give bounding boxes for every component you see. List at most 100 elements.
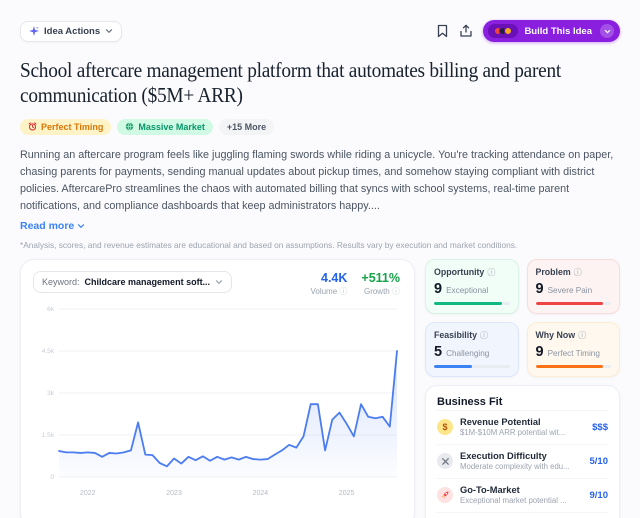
score-bar-fill <box>434 301 502 305</box>
build-options-caret[interactable] <box>600 24 614 38</box>
bf-row-value: 9/10 <box>589 489 609 501</box>
tag-label: +15 More <box>226 121 267 132</box>
toolbar-actions: Build This Idea <box>436 20 620 42</box>
tools-icon <box>437 453 453 470</box>
money-bag-icon: $ <box>437 419 453 436</box>
score-bar-track <box>434 301 510 305</box>
score-number: 9 <box>434 280 443 297</box>
score-card-grid: Opportunity ⓘ 9 Exceptional Problem ⓘ 9 Se… <box>425 258 620 377</box>
tag-label: Perfect Timing <box>41 121 104 132</box>
bf-row-value: 5/10 <box>589 455 609 467</box>
chevron-down-icon <box>106 29 113 34</box>
business-fit-row-gtm[interactable]: Go-To-Market Exceptional market potentia… <box>437 477 609 512</box>
business-fit-row-execution[interactable]: Execution Difficulty Moderate complexity… <box>437 443 609 478</box>
read-more-link[interactable]: Read more <box>20 220 85 232</box>
score-bar-track <box>535 301 611 305</box>
bf-row-title: Execution Difficulty <box>460 451 547 462</box>
keyword-label: Keyword: <box>42 276 80 287</box>
chevron-down-icon <box>604 29 610 33</box>
volume-label: Volume ⓘ <box>310 286 348 296</box>
tag-label: Massive Market <box>138 121 205 132</box>
score-label: Problem <box>535 267 571 278</box>
growth-label: Growth ⓘ <box>363 286 400 296</box>
read-more-label: Read more <box>20 219 75 232</box>
tag-more[interactable]: +15 More <box>218 118 275 135</box>
svg-text:1.5k: 1.5k <box>42 432 55 439</box>
business-fit-card: Business Fit $ Revenue Potential $1M-$10… <box>425 384 620 518</box>
score-number: 5 <box>434 343 443 360</box>
svg-text:2023: 2023 <box>166 490 182 497</box>
score-card-feasibility[interactable]: Feasibility ⓘ 5 Challenging <box>425 321 519 377</box>
svg-text:3k: 3k <box>47 390 55 397</box>
share-button[interactable] <box>459 24 473 38</box>
business-fit-row-revenue[interactable]: $ Revenue Potential $1M-$10M ARR potenti… <box>437 409 608 444</box>
bookmark-button[interactable] <box>436 24 449 38</box>
chevron-down-icon <box>78 224 85 229</box>
alarm-clock-icon <box>28 122 37 131</box>
score-label: Opportunity <box>434 267 485 278</box>
chevron-down-icon <box>215 280 223 285</box>
svg-text:2022: 2022 <box>80 490 96 497</box>
sparkle-icon <box>29 26 39 36</box>
bf-row-subtitle: Moderate complexity with edu... <box>460 462 570 472</box>
info-icon[interactable]: ⓘ <box>480 330 489 340</box>
score-descriptor: Challenging <box>446 348 490 358</box>
share-icon <box>460 24 473 37</box>
score-label: Why Now <box>535 330 576 341</box>
score-bar-track <box>434 364 510 368</box>
score-card-problem[interactable]: Problem ⓘ 9 Severe Pain <box>526 258 620 314</box>
top-toolbar: Idea Actions <box>20 20 620 42</box>
svg-text:2024: 2024 <box>253 490 269 497</box>
trend-chart-card: Keyword: Childcare management soft... 4.… <box>20 258 415 518</box>
keyword-select[interactable]: Keyword: Childcare management soft... <box>33 270 233 293</box>
score-number: 9 <box>535 280 544 297</box>
globe-icon <box>126 122 134 131</box>
bf-row-title: Revenue Potential <box>460 417 541 428</box>
keyword-value: Childcare management soft... <box>84 276 211 287</box>
info-icon[interactable]: ⓘ <box>578 330 587 340</box>
bf-row-value: $$$ <box>592 421 608 433</box>
score-bar-fill <box>535 301 604 305</box>
build-this-idea-button[interactable]: Build This Idea <box>483 20 620 42</box>
score-descriptor: Exceptional <box>446 285 489 295</box>
info-icon[interactable]: ⓘ <box>487 267 496 277</box>
builder-logo-dot <box>504 27 513 35</box>
idea-actions-button[interactable]: Idea Actions <box>20 20 123 42</box>
info-icon[interactable]: ⓘ <box>339 286 348 296</box>
tag-perfect-timing[interactable]: Perfect Timing <box>20 118 112 135</box>
score-descriptor: Perfect Timing <box>547 348 600 358</box>
tag-list: Perfect Timing Massive Market +15 More <box>20 118 620 135</box>
score-bar-fill <box>434 364 472 368</box>
bf-row-subtitle: $1M-$10M ARR potential wit... <box>460 428 566 438</box>
score-bar-fill <box>535 364 604 368</box>
svg-text:0: 0 <box>50 474 54 481</box>
svg-text:2025: 2025 <box>339 490 355 497</box>
volume-value: 4.4K <box>321 270 348 285</box>
page-title: School aftercare management platform tha… <box>20 58 561 108</box>
svg-text:6k: 6k <box>47 306 55 313</box>
tag-massive-market[interactable]: Massive Market <box>117 118 213 135</box>
rocket-icon <box>437 487 453 504</box>
info-icon[interactable]: ⓘ <box>392 286 400 296</box>
growth-value: +511% <box>361 270 400 285</box>
bf-row-subtitle: Exceptional market potential ... <box>460 496 567 506</box>
trend-line-chart: 0 1.5k 3k 4.5k 6k 2022 2023 2024 2025 <box>42 306 398 497</box>
build-button-label: Build This Idea <box>524 25 592 37</box>
bf-row-title: Go-To-Market <box>460 485 520 496</box>
score-card-why-now[interactable]: Why Now ⓘ 9 Perfect Timing <box>526 321 620 377</box>
trend-stats: 4.4K Volume ⓘ +511% Growth ⓘ <box>310 271 400 297</box>
business-fit-title: Business Fit <box>437 395 503 408</box>
score-number: 9 <box>535 343 544 360</box>
score-descriptor: Severe Pain <box>547 285 593 295</box>
svg-text:4.5k: 4.5k <box>42 348 55 355</box>
score-card-opportunity[interactable]: Opportunity ⓘ 9 Exceptional <box>425 258 519 314</box>
idea-description: Running an aftercare program feels like … <box>20 148 614 212</box>
builder-tool-logos <box>488 24 519 38</box>
bookmark-icon <box>438 24 448 38</box>
disclaimer-text: *Analysis, scores, and revenue estimates… <box>20 239 518 250</box>
idea-actions-label: Idea Actions <box>44 25 101 37</box>
business-fit-row-right-for-you[interactable]: Right for You? Ideal for founders with e… <box>437 511 608 518</box>
info-icon[interactable]: ⓘ <box>573 267 582 277</box>
score-label: Feasibility <box>434 330 478 341</box>
